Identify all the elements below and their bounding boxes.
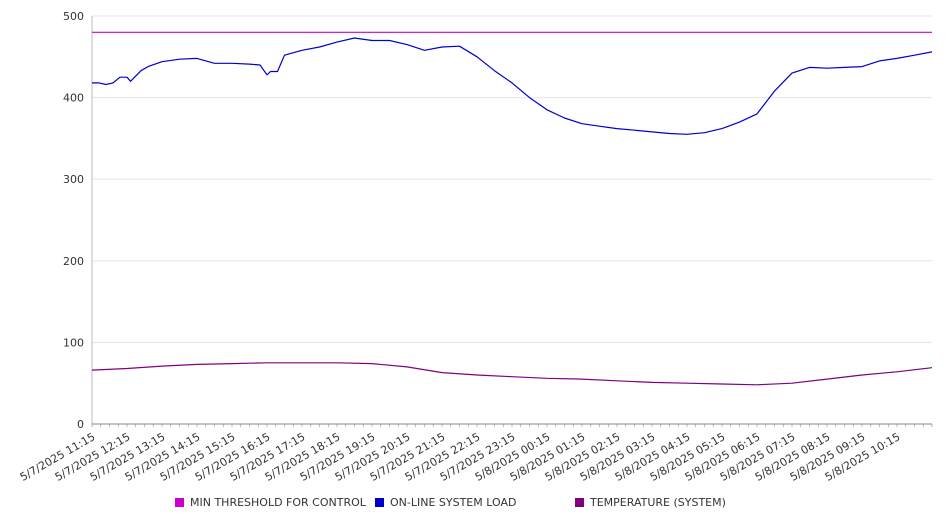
legend-swatch-temperature bbox=[575, 498, 584, 507]
legend-swatch-threshold bbox=[175, 498, 184, 507]
y-tick-label: 0 bbox=[77, 418, 84, 431]
legend-label-temperature: TEMPERATURE (SYSTEM) bbox=[590, 496, 726, 509]
y-tick-label: 500 bbox=[63, 10, 84, 23]
legend-item-temperature: TEMPERATURE (SYSTEM) bbox=[575, 496, 726, 509]
series-line-temperature bbox=[91, 362, 933, 386]
x-tick-labels: 5/7/2025 11:155/7/2025 12:155/7/2025 13:… bbox=[18, 430, 903, 484]
y-tick-label: 200 bbox=[63, 255, 84, 268]
legend-item-threshold: MIN THRESHOLD FOR CONTROL bbox=[175, 496, 366, 509]
series-line-system-load bbox=[92, 37, 933, 135]
legend-label-threshold: MIN THRESHOLD FOR CONTROL bbox=[190, 496, 366, 509]
legend-swatch-system-load bbox=[375, 498, 384, 507]
y-tick-label: 300 bbox=[63, 173, 84, 186]
y-tick-label: 400 bbox=[63, 92, 84, 105]
series-layer bbox=[91, 31, 933, 386]
axis-layer bbox=[91, 16, 933, 427]
grid-layer bbox=[92, 15, 932, 343]
y-tick-labels: 0 100 200 300 400 500 bbox=[63, 10, 84, 431]
y-tick-label: 100 bbox=[63, 336, 84, 349]
chart-legend: MIN THRESHOLD FOR CONTROL ON-LINE SYSTEM… bbox=[0, 496, 946, 516]
legend-label-system-load: ON-LINE SYSTEM LOAD bbox=[390, 496, 517, 509]
legend-item-system-load: ON-LINE SYSTEM LOAD bbox=[375, 496, 516, 509]
